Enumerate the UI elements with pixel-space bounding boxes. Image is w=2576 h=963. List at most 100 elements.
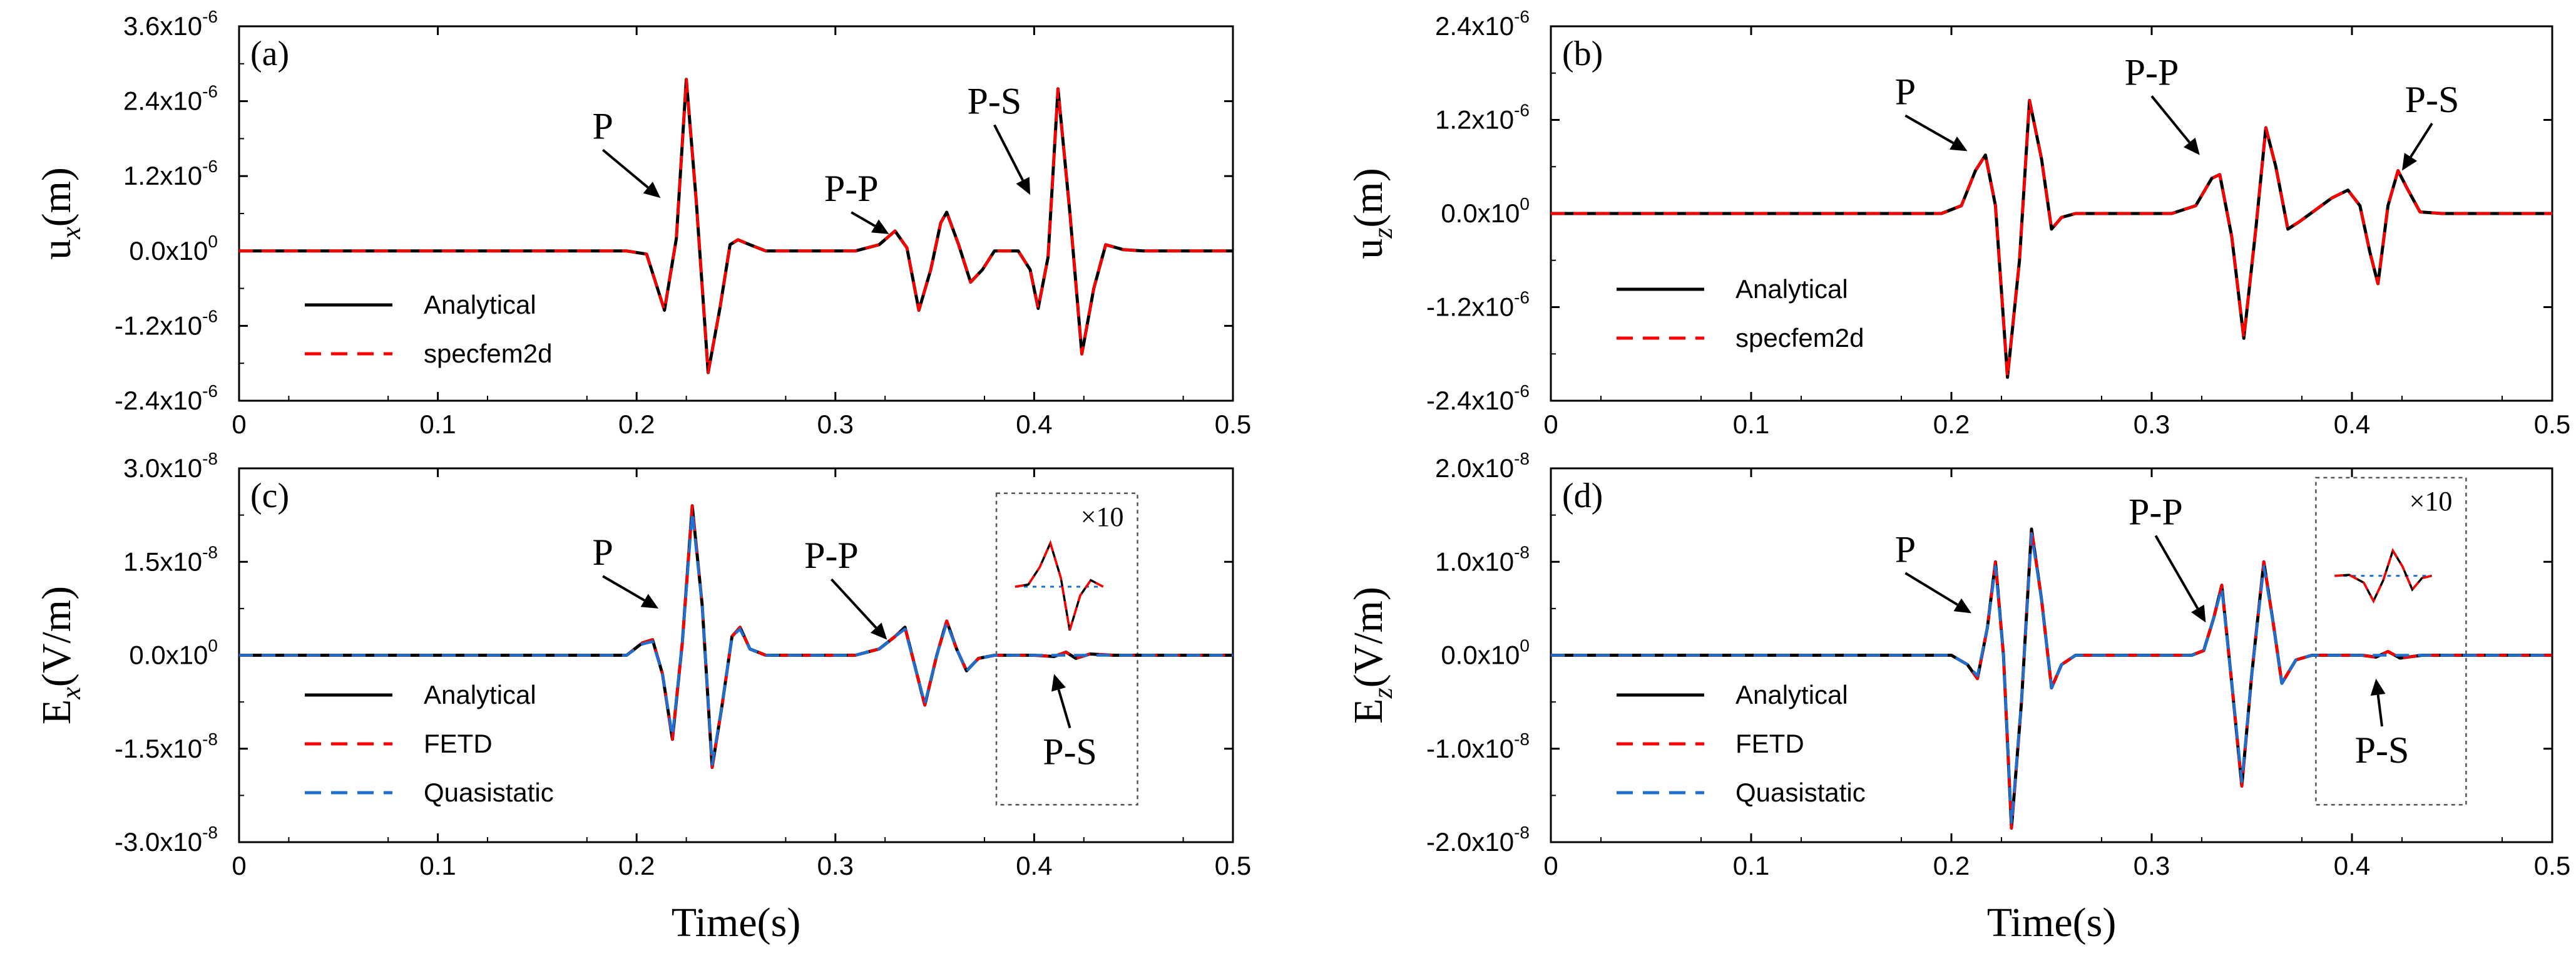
panel-label: (c) [250, 476, 289, 515]
phase-label: P-S [2355, 729, 2410, 771]
y-tick-exponent: 0 [208, 232, 218, 251]
y-axis-label-unit: (V/m) [34, 586, 79, 687]
y-tick-label: -3.0x10-8 [115, 823, 218, 857]
y-tick-mantissa: 0.0x10 [1441, 198, 1520, 228]
y-tick-exponent: -6 [1514, 101, 1530, 120]
y-tick-exponent: 0 [1520, 636, 1530, 656]
arrow-head [2370, 678, 2386, 696]
arrow-head [1953, 598, 1971, 614]
arrow-head [871, 219, 889, 234]
y-tick-label: -2.4x10-6 [115, 381, 218, 415]
y-tick-mantissa: 1.0x10 [1435, 547, 1514, 576]
x-tick-label: 0.2 [1933, 409, 1970, 439]
x-tick-label: 0.5 [2534, 409, 2570, 439]
x-tick-label: 0.4 [1016, 409, 1052, 439]
x-tick-label: 0.2 [1933, 851, 1970, 880]
y-tick-label: -2.0x10-8 [1426, 823, 1530, 857]
x-tick-label: 0.3 [817, 851, 854, 880]
y-axis-label: Ex(V/m) [34, 586, 86, 724]
y-tick-label: 1.2x10-6 [123, 157, 218, 190]
y-tick-mantissa: -1.2x10 [1426, 292, 1514, 322]
arrow-shaft [1057, 689, 1071, 729]
y-tick-mantissa: -2.4x10 [1426, 386, 1514, 415]
y-tick-mantissa: 2.4x10 [1435, 11, 1514, 41]
y-tick-label: 2.0x10-8 [1435, 449, 1530, 483]
y-tick-exponent: -8 [1514, 823, 1530, 842]
arrow-head [1950, 136, 1968, 152]
y-tick-exponent: -8 [202, 449, 218, 468]
y-tick-label: 0.0x100 [129, 636, 218, 670]
y-tick-exponent: -6 [202, 157, 218, 176]
x-tick-label: 0.5 [2534, 851, 2570, 880]
x-axis-label: Time(s) [672, 900, 801, 945]
x-tick-label: 0.1 [419, 409, 456, 439]
panel-d: 0 0.1 0.2 0.3 0.4 0.52.0x10-81.0x10-80.0x100-… [1346, 449, 2570, 945]
y-tick-label: -1.0x10-8 [1426, 729, 1530, 763]
y-tick-mantissa: 2.0x10 [1435, 453, 1514, 483]
y-tick-mantissa: 0.0x10 [1441, 641, 1520, 670]
phase-label: P-S [968, 81, 1022, 122]
y-axis-label-symbol: u [1346, 239, 1391, 259]
y-tick-label: -2.4x10-6 [1426, 381, 1530, 415]
y-axis-label-symbol: E [1346, 699, 1391, 724]
series-line-specfem2d [239, 78, 1233, 374]
y-tick-exponent: -6 [1514, 381, 1530, 401]
arrow-shaft [993, 124, 1024, 181]
y-tick-mantissa: 1.2x10 [1435, 105, 1514, 135]
arrow-shaft [2150, 95, 2190, 143]
y-tick-label: 2.4x10-6 [1435, 7, 1530, 41]
panel-label: (a) [250, 34, 289, 73]
x-tick-label: 0.4 [2334, 409, 2370, 439]
arrow-shaft [602, 575, 645, 602]
y-tick-mantissa: -1.2x10 [115, 311, 202, 340]
y-tick-exponent: -6 [202, 306, 218, 326]
y-tick-label: 3.6x10-6 [123, 7, 218, 41]
series-line-analytical [239, 504, 1233, 770]
y-tick-label: -1.2x10-6 [1426, 288, 1530, 322]
legend-label: specfem2d [1735, 323, 1864, 353]
panel-a: 0 0.1 0.2 0.3 0.4 0.53.6x10-62.4x10-61.2x10-6… [34, 7, 1251, 439]
series-line-analytical [239, 78, 1233, 374]
phase-label: P-P [804, 535, 859, 576]
phase-label: P-P [824, 168, 879, 209]
y-tick-exponent: -6 [202, 381, 218, 401]
legend-label: Analytical [424, 680, 536, 709]
y-tick-exponent: -8 [1514, 449, 1530, 468]
panel-b: 0 0.1 0.2 0.3 0.4 0.52.4x10-61.2x10-60.0x100-… [1346, 7, 2570, 439]
series-line-analytical [1551, 98, 2552, 379]
y-axis-label-subscript: z [1367, 228, 1398, 239]
y-tick-mantissa: 0.0x10 [129, 641, 208, 670]
y-tick-label: 2.4x10-6 [123, 82, 218, 116]
y-axis-label-subscript: x [56, 687, 86, 700]
y-axis-label-subscript: x [56, 227, 86, 240]
y-tick-label: 0.0x100 [1441, 636, 1530, 670]
x-tick-label: 0.2 [618, 409, 655, 439]
arrow-shaft [830, 578, 877, 629]
y-tick-exponent: -8 [202, 542, 218, 562]
y-axis-label-unit: (m) [1346, 168, 1391, 227]
y-tick-label: -1.5x10-8 [115, 729, 218, 763]
inset-fetd-line [1015, 540, 1104, 631]
y-tick-mantissa: -1.5x10 [115, 734, 202, 763]
inset-fetd-line [2334, 548, 2432, 604]
phase-label: P [593, 105, 613, 147]
y-tick-mantissa: -2.4x10 [115, 386, 202, 415]
y-tick-mantissa: 2.4x10 [123, 86, 202, 116]
y-tick-label: 1.2x10-6 [1435, 101, 1530, 135]
phase-label: P [1895, 71, 1916, 113]
arrow-head [2402, 153, 2418, 171]
x-tick-label: 0.4 [1016, 851, 1052, 880]
arrow-shaft [601, 148, 649, 188]
phase-label: P-P [2125, 51, 2179, 93]
y-tick-mantissa: 0.0x10 [129, 236, 208, 265]
y-tick-mantissa: -2.0x10 [1426, 827, 1514, 857]
y-tick-mantissa: 1.5x10 [123, 547, 202, 576]
y-tick-exponent: 0 [208, 636, 218, 656]
y-tick-exponent: -8 [202, 823, 218, 842]
y-axis-label-unit: (V/m) [1346, 587, 1391, 687]
x-axis-label: Time(s) [1987, 900, 2117, 945]
arrow-shaft [1904, 572, 1958, 606]
y-axis-label: uz(m) [1346, 168, 1398, 259]
legend-label: Quasistatic [424, 778, 554, 807]
